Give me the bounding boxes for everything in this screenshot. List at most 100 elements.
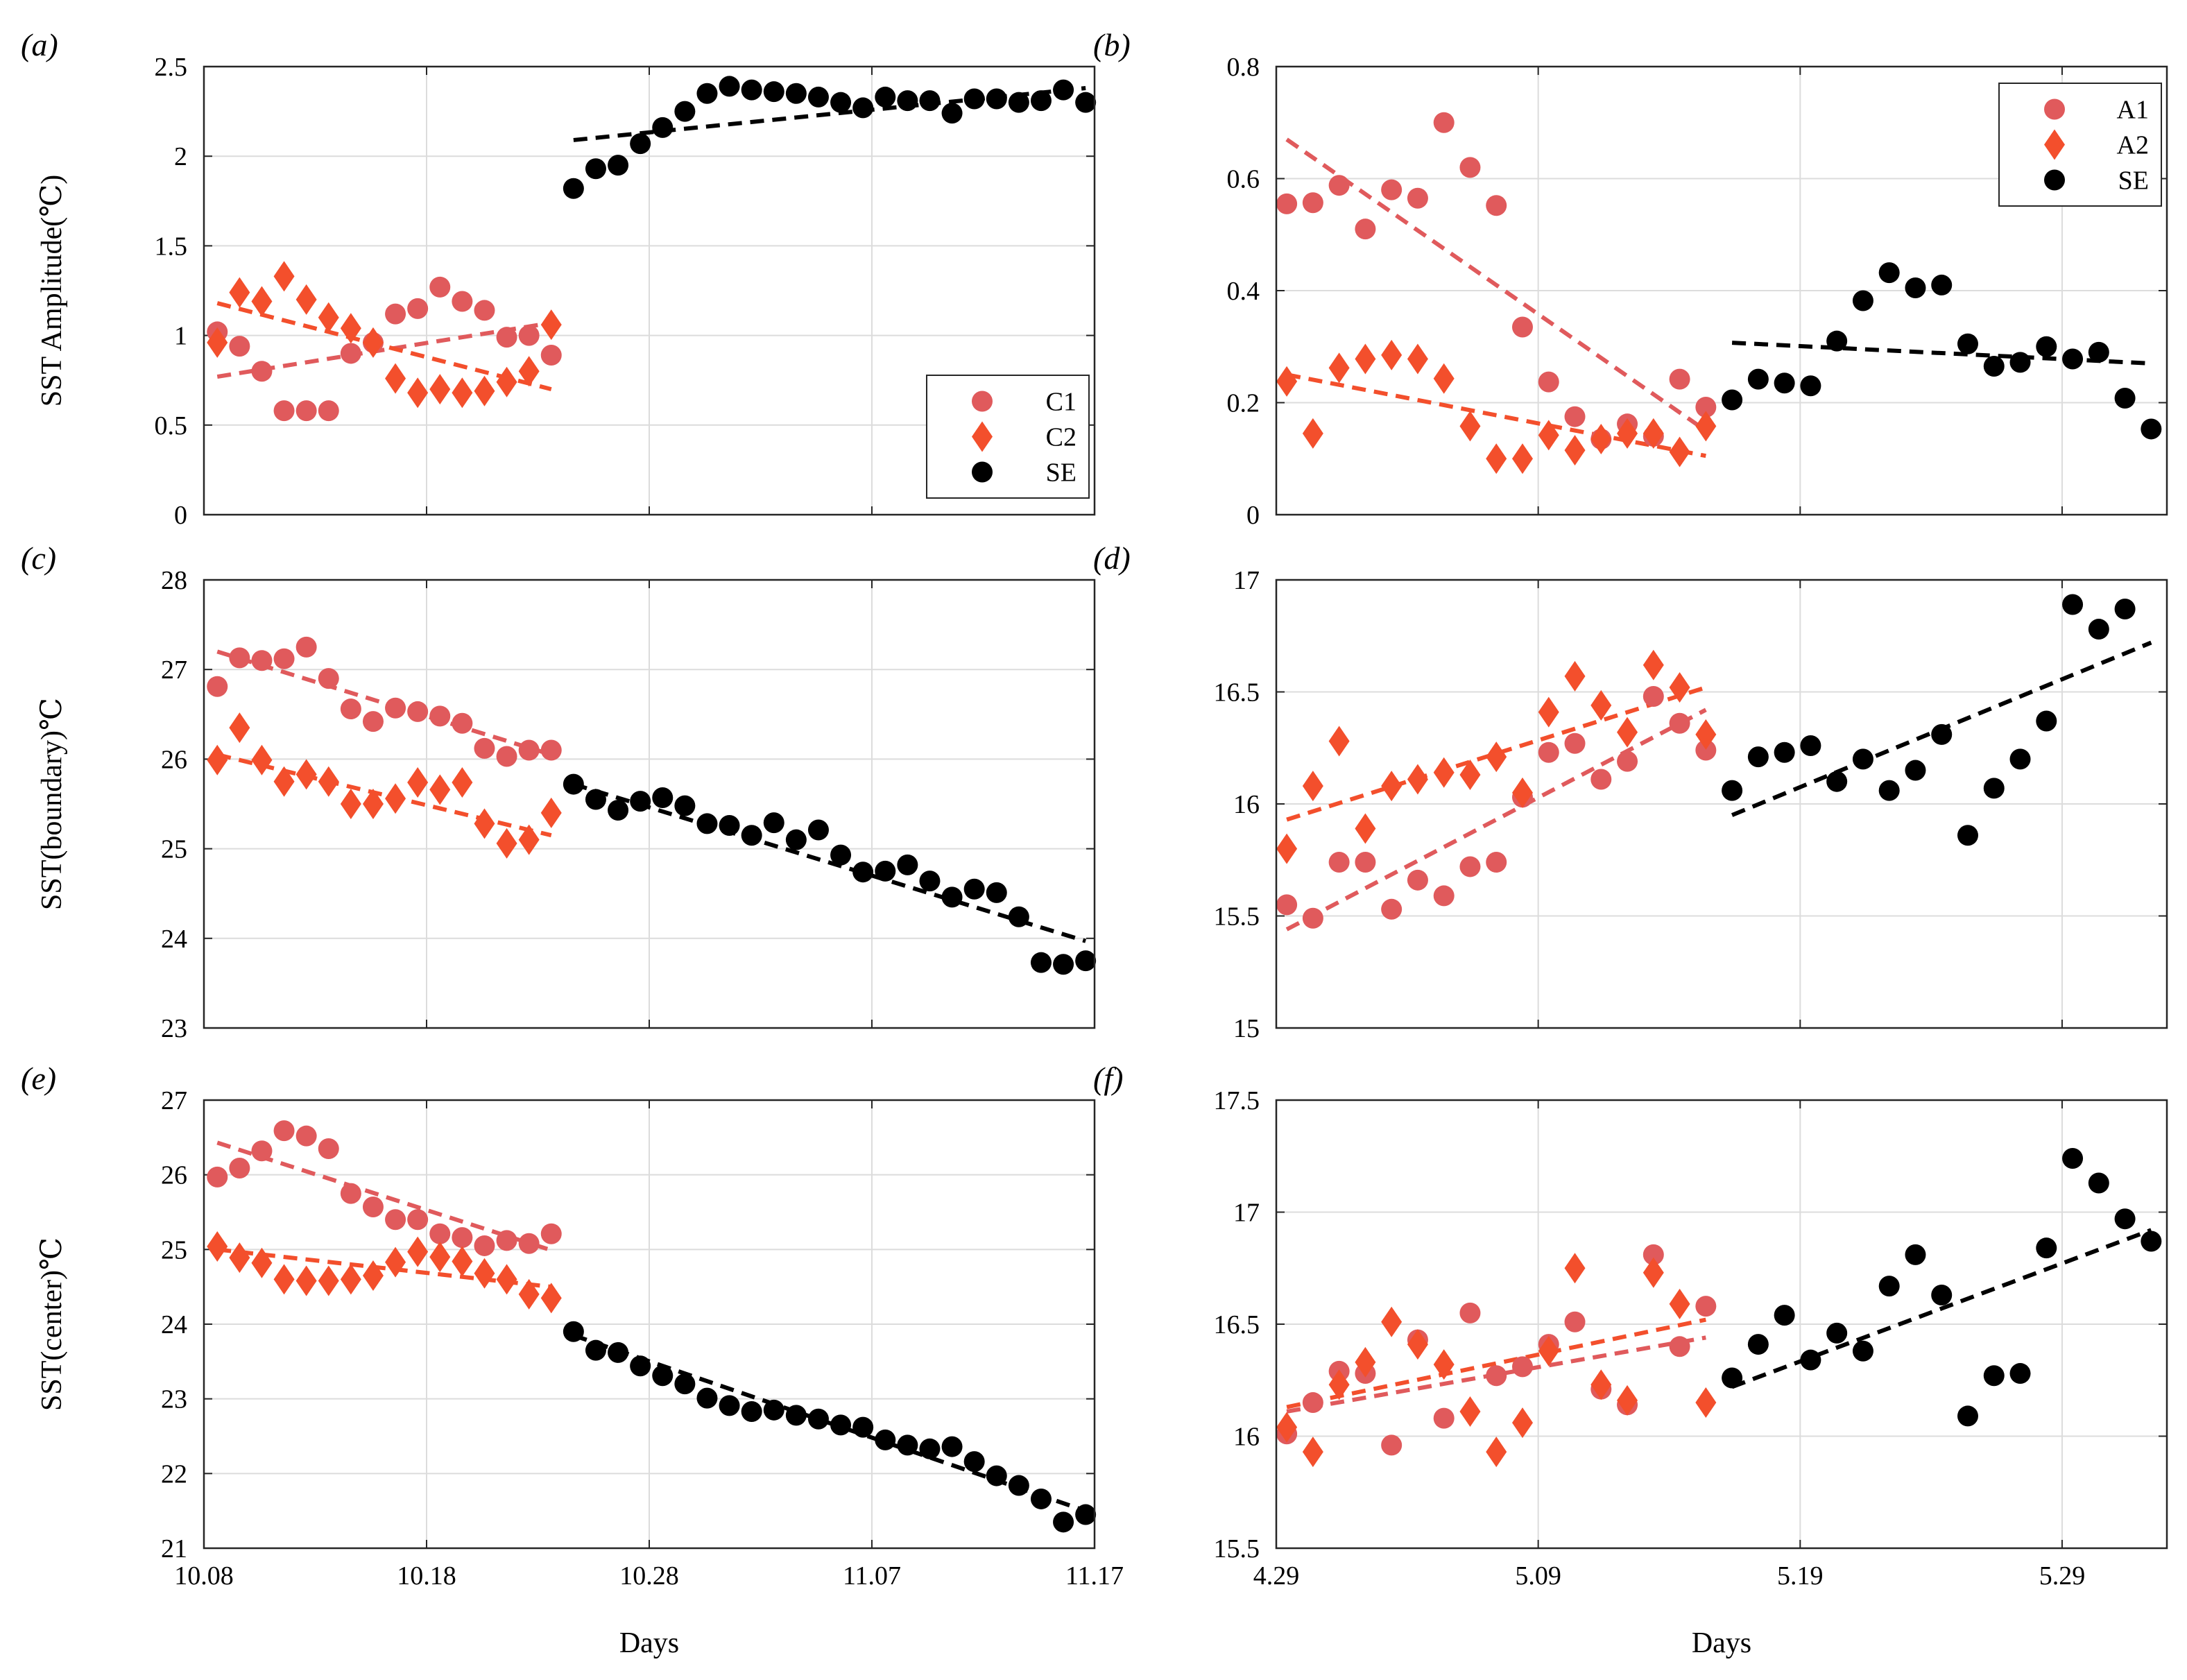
- point-a1: [1433, 885, 1455, 907]
- point-se: [897, 854, 918, 875]
- panel-label: (b): [1093, 27, 1131, 62]
- y-tick-label: 0.8: [1227, 53, 1260, 82]
- point-se: [1008, 906, 1029, 927]
- point-a1: [1590, 769, 1612, 790]
- point-c1: [407, 1209, 429, 1231]
- point-a2: [1643, 1257, 1664, 1288]
- point-se: [1931, 1285, 1953, 1306]
- point-c2: [295, 1265, 317, 1296]
- point-c1: [474, 737, 495, 759]
- point-c2: [429, 774, 451, 805]
- point-se: [1905, 1244, 1926, 1265]
- plot-frame: [203, 1099, 1096, 1550]
- point-a2: [1328, 352, 1350, 384]
- point-c2: [318, 766, 339, 797]
- point-a1: [1459, 1302, 1481, 1323]
- point-a2: [1459, 760, 1481, 791]
- y-tick-label: 0.5: [155, 411, 188, 440]
- point-se: [897, 90, 918, 112]
- y-tick-label: 22: [161, 1459, 187, 1489]
- point-se: [585, 1339, 606, 1361]
- point-a2: [1459, 1396, 1481, 1427]
- point-se: [1852, 748, 1873, 770]
- y-tick-label: 17: [1233, 566, 1260, 595]
- point-c1: [452, 1227, 473, 1249]
- point-a2: [1407, 764, 1428, 795]
- point-a2: [1669, 436, 1690, 468]
- point-c1: [518, 325, 540, 346]
- point-c2: [452, 766, 473, 798]
- y-tick-label: 15: [1233, 1014, 1260, 1043]
- point-c2: [340, 1264, 361, 1295]
- y-tick-label: 15.5: [1214, 902, 1260, 932]
- point-c2: [251, 1247, 273, 1278]
- point-se: [652, 1365, 674, 1387]
- y-tick-label: 23: [161, 1014, 187, 1043]
- point-a1: [1407, 869, 1428, 891]
- point-se: [941, 103, 963, 124]
- point-a2: [1459, 411, 1481, 442]
- point-c2: [518, 1278, 540, 1310]
- point-a2: [1433, 1349, 1455, 1380]
- point-c2: [429, 374, 451, 405]
- x-tick-label: 5.29: [2039, 1561, 2086, 1591]
- x-axis-label: Days: [619, 1627, 679, 1659]
- point-a1: [1276, 894, 1298, 916]
- point-se: [2009, 1363, 2031, 1385]
- point-a1: [1669, 1336, 1690, 1357]
- point-se: [986, 1465, 1007, 1486]
- x-tick-label: 5.19: [1777, 1561, 1824, 1591]
- point-se: [1852, 1340, 1873, 1362]
- point-a1: [1511, 1356, 1533, 1378]
- y-tick-label: 16: [1233, 1423, 1260, 1452]
- point-c2: [385, 363, 406, 394]
- point-a2: [1538, 1335, 1559, 1366]
- y-tick-label: 28: [161, 566, 187, 595]
- point-c2: [496, 1264, 517, 1295]
- point-se: [2141, 418, 2162, 440]
- point-se: [674, 795, 696, 816]
- legend: C1 C2 SE: [926, 375, 1090, 499]
- point-a2: [1302, 418, 1323, 449]
- point-a1: [1381, 898, 1403, 920]
- point-a1: [1695, 1296, 1717, 1317]
- y-tick-label: 2: [174, 142, 187, 171]
- panel-d: 15 15.5 16 16.5 17 (d): [1093, 540, 2168, 1043]
- point-a2: [1486, 1437, 1507, 1468]
- point-se: [1075, 950, 1097, 972]
- point-se: [875, 86, 896, 108]
- point-a1: [1486, 851, 1507, 873]
- trendline-a2: [1286, 372, 1706, 458]
- panel-label: (e): [21, 1061, 56, 1096]
- point-se: [1826, 1322, 1848, 1344]
- legend-marker-c2: [972, 421, 993, 452]
- point-se: [652, 117, 674, 138]
- point-se: [674, 1373, 696, 1395]
- trendline-a1: [1285, 708, 1707, 932]
- point-a1: [1617, 751, 1638, 772]
- trendline-c2: [216, 1247, 552, 1289]
- point-a2: [1302, 771, 1323, 802]
- legend-box: [926, 375, 1090, 499]
- point-se: [1931, 723, 1953, 745]
- point-se: [1774, 742, 1795, 763]
- point-a2: [1276, 366, 1298, 397]
- trendline-se: [1731, 1228, 2152, 1389]
- point-se: [719, 1395, 740, 1416]
- point-a1: [1328, 175, 1350, 196]
- panel-b: 0 0.2 0.4 0.6 0.8 (b) A1 A2 SE: [1093, 27, 2168, 530]
- point-c1: [295, 636, 317, 658]
- point-c2: [407, 1236, 429, 1267]
- point-c1: [385, 1209, 406, 1231]
- point-se: [852, 1416, 874, 1438]
- point-a2: [1328, 726, 1350, 757]
- point-a1: [1538, 742, 1559, 763]
- point-a1: [1276, 193, 1298, 214]
- point-se: [1905, 760, 1926, 781]
- point-se: [1878, 1276, 1900, 1297]
- legend-label-a1: A1: [2117, 96, 2149, 125]
- point-se: [1722, 1367, 1743, 1389]
- point-a2: [1538, 420, 1559, 451]
- point-c2: [474, 375, 495, 406]
- point-se: [741, 1400, 762, 1422]
